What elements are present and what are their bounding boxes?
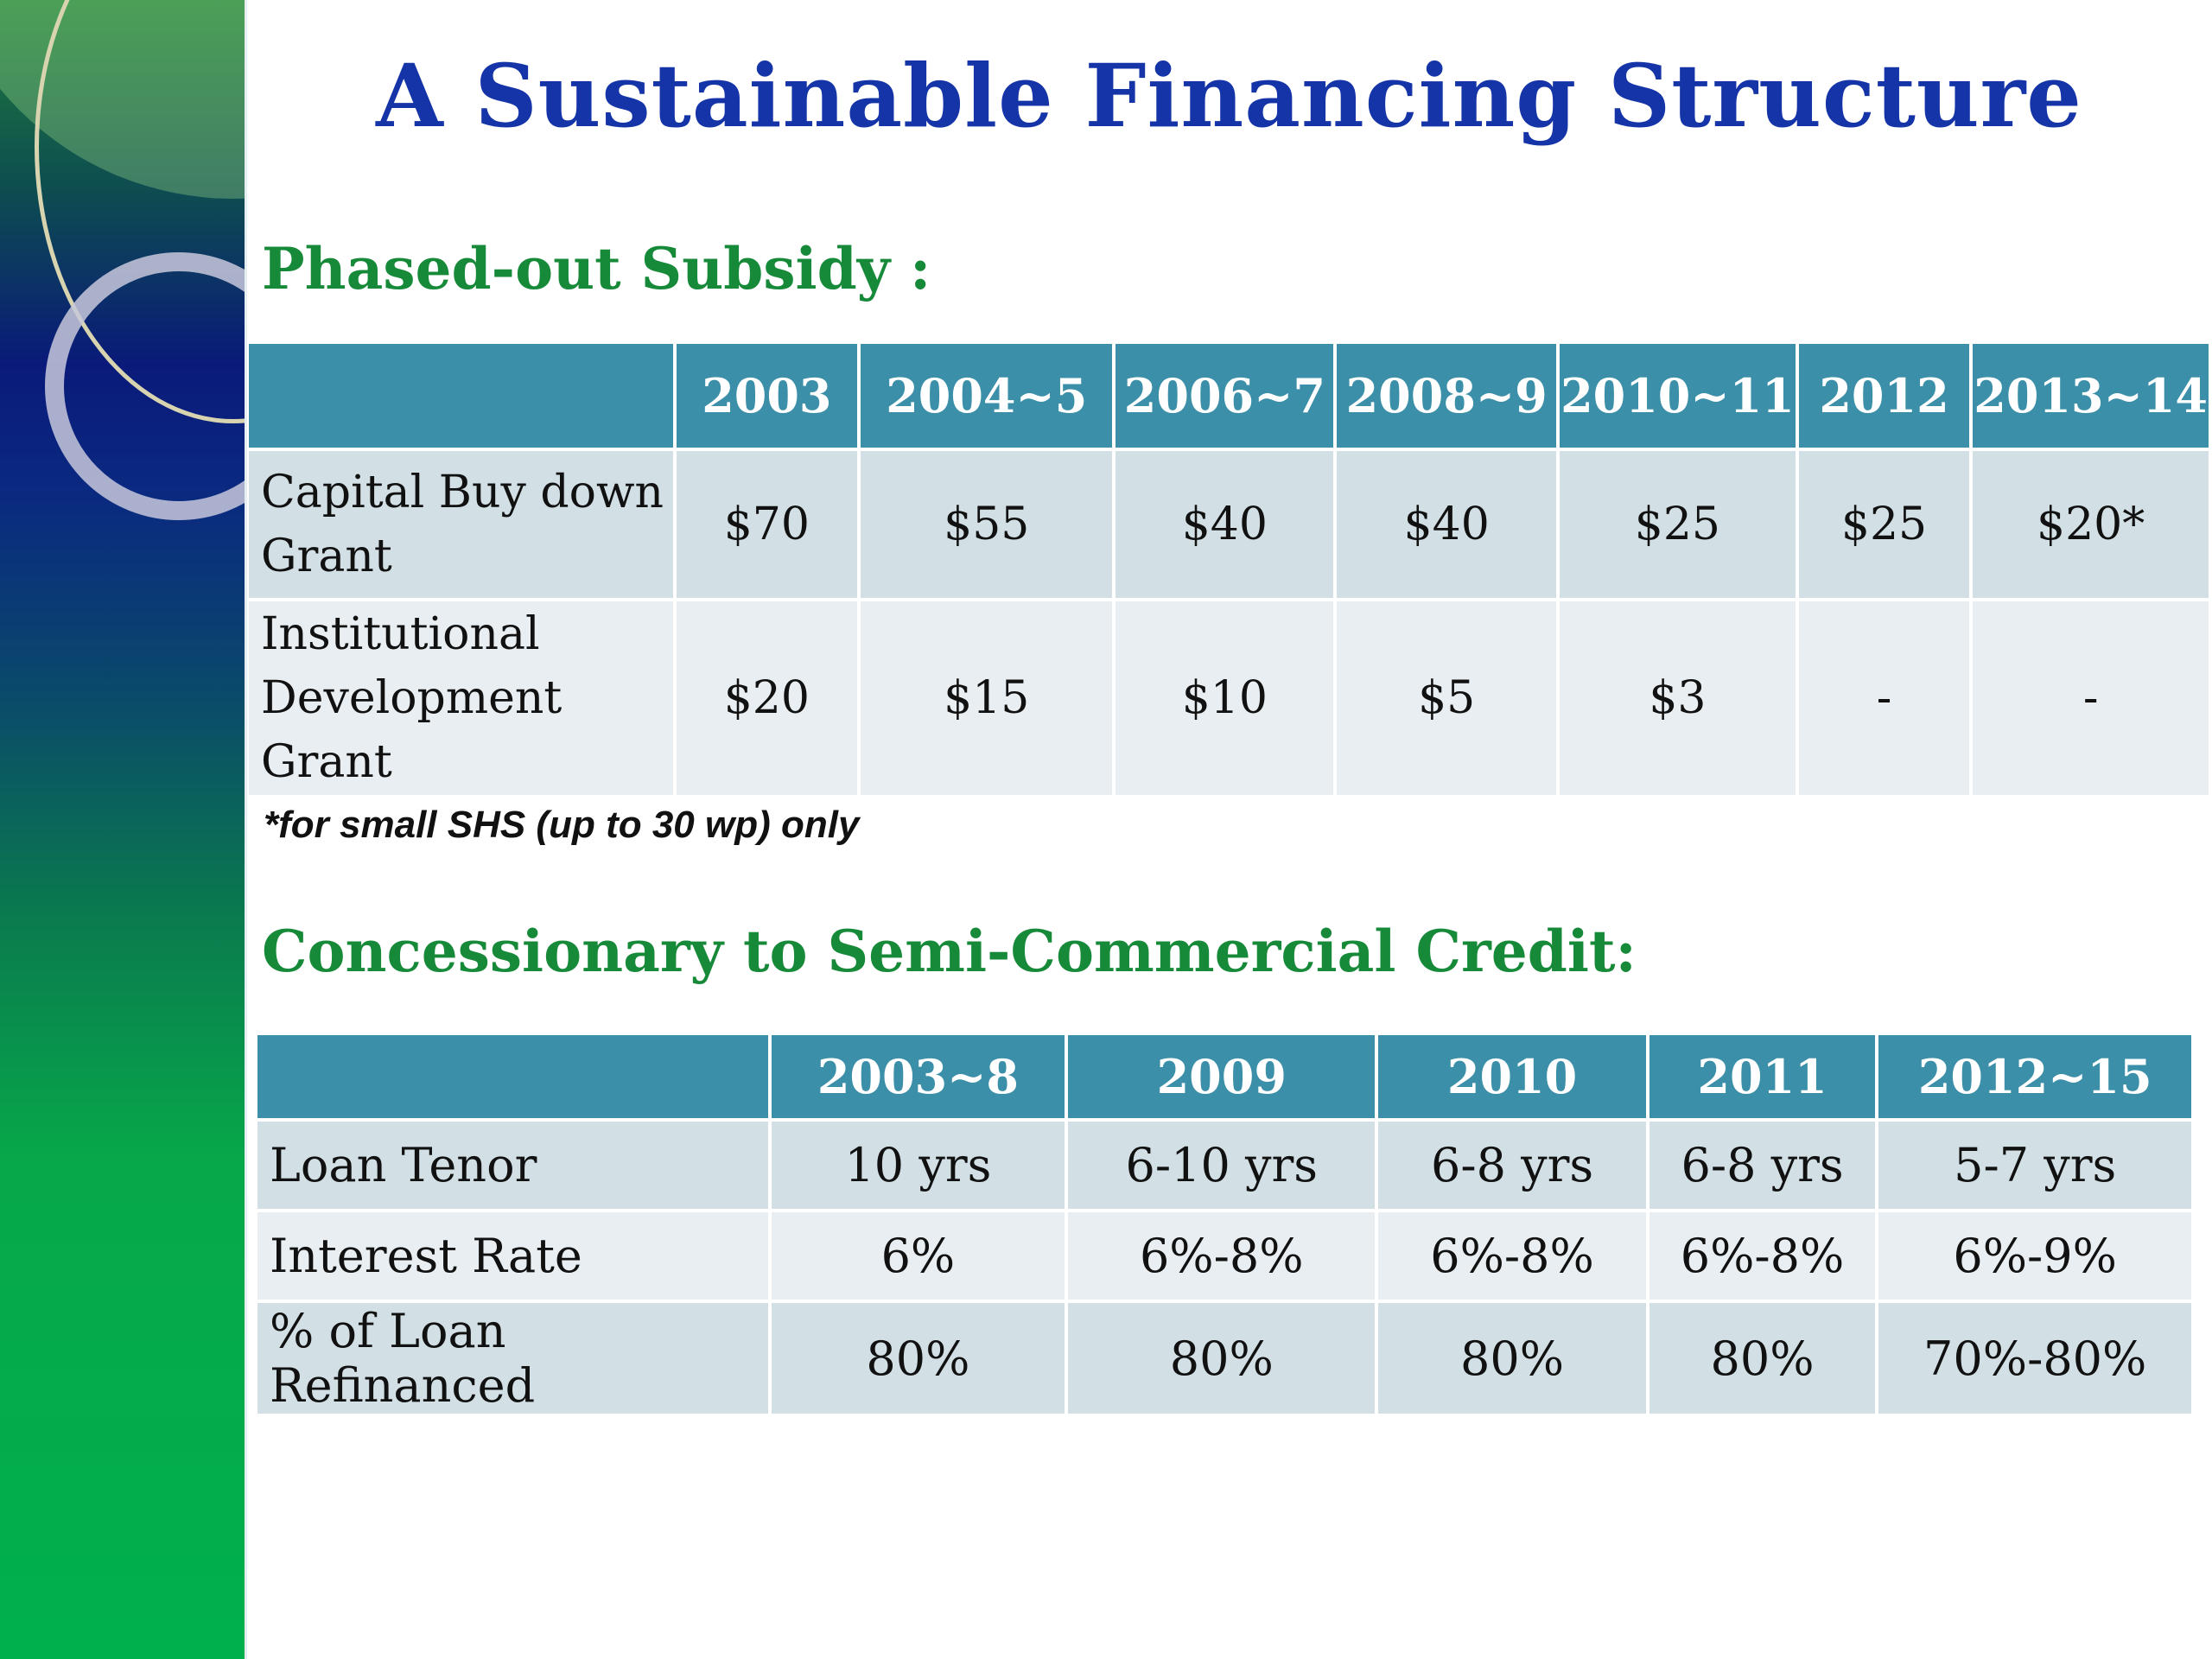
credit-header-row: 2003~8 2009 2010 2011 2012~15 (257, 1035, 2191, 1118)
row-label: Capital Buy down Grant (249, 451, 673, 598)
table-cell: $25 (1560, 451, 1796, 598)
slide-title: A Sustainable Financing Structure (376, 45, 2082, 147)
credit-col-header: 2009 (1068, 1035, 1376, 1118)
subsidy-col-header: 2010~11 (1560, 344, 1796, 448)
credit-header-blank (257, 1035, 768, 1118)
table-cell: $3 (1560, 601, 1796, 795)
row-label: Interest Rate (257, 1212, 768, 1300)
table-cell: $70 (676, 451, 858, 598)
table-row: Loan Tenor 10 yrs 6-10 yrs 6-8 yrs 6-8 y… (257, 1122, 2191, 1209)
subsidy-col-header: 2006~7 (1116, 344, 1334, 448)
credit-table: 2003~8 2009 2010 2011 2012~15 Loan Tenor… (254, 1032, 2195, 1417)
table-cell: $5 (1337, 601, 1557, 795)
row-label: Institutional Development Grant (249, 601, 673, 795)
table-cell: 6%-9% (1878, 1212, 2191, 1300)
table-cell: $40 (1337, 451, 1557, 598)
table-cell: 6% (771, 1212, 1065, 1300)
table-cell: 6-8 yrs (1649, 1122, 1876, 1209)
row-label: % of Loan Refinanced (257, 1303, 768, 1414)
row-label: Loan Tenor (257, 1122, 768, 1209)
table-cell: 6-10 yrs (1068, 1122, 1376, 1209)
table-row: % of Loan Refinanced 80% 80% 80% 80% 70%… (257, 1303, 2191, 1414)
table-cell: 6-8 yrs (1378, 1122, 1646, 1209)
table-cell: 80% (1068, 1303, 1376, 1414)
decorative-sidebar (0, 0, 245, 1659)
table-row: Capital Buy down Grant $70 $55 $40 $40 $… (249, 451, 2209, 598)
subsidy-col-header: 2003 (676, 344, 858, 448)
subsidy-col-header: 2013~14 (1973, 344, 2209, 448)
credit-heading: Concessionary to Semi-Commercial Credit: (262, 918, 1637, 985)
table-row: Institutional Development Grant $20 $15 … (249, 601, 2209, 795)
sidebar-divider (245, 0, 247, 1659)
table-cell: $25 (1798, 451, 1970, 598)
table-cell: - (1798, 601, 1970, 795)
table-cell: $15 (861, 601, 1113, 795)
table-cell: 10 yrs (771, 1122, 1065, 1209)
subsidy-col-header: 2012 (1798, 344, 1970, 448)
subsidy-footnote: *for small SHS (up to 30 wp) only (264, 804, 860, 846)
table-cell: 6%-8% (1068, 1212, 1376, 1300)
table-cell: $55 (861, 451, 1113, 598)
table-cell: 80% (771, 1303, 1065, 1414)
table-row: Interest Rate 6% 6%-8% 6%-8% 6%-8% 6%-9% (257, 1212, 2191, 1300)
table-cell: $40 (1116, 451, 1334, 598)
table-cell: $10 (1116, 601, 1334, 795)
subsidy-heading: Phased-out Subsidy : (262, 235, 931, 302)
table-cell: 6%-8% (1649, 1212, 1876, 1300)
table-cell: - (1973, 601, 2209, 795)
table-cell: $20* (1973, 451, 2209, 598)
credit-col-header: 2011 (1649, 1035, 1876, 1118)
credit-col-header: 2010 (1378, 1035, 1646, 1118)
subsidy-col-header: 2008~9 (1337, 344, 1557, 448)
credit-col-header: 2012~15 (1878, 1035, 2191, 1118)
table-cell: $20 (676, 601, 858, 795)
subsidy-header-blank (249, 344, 673, 448)
table-cell: 70%-80% (1878, 1303, 2191, 1414)
subsidy-header-row: 2003 2004~5 2006~7 2008~9 2010~11 2012 2… (249, 344, 2209, 448)
table-cell: 6%-8% (1378, 1212, 1646, 1300)
credit-col-header: 2003~8 (771, 1035, 1065, 1118)
table-cell: 80% (1649, 1303, 1876, 1414)
subsidy-col-header: 2004~5 (861, 344, 1113, 448)
table-cell: 80% (1378, 1303, 1646, 1414)
subsidy-table: 2003 2004~5 2006~7 2008~9 2010~11 2012 2… (245, 340, 2212, 798)
table-cell: 5-7 yrs (1878, 1122, 2191, 1209)
